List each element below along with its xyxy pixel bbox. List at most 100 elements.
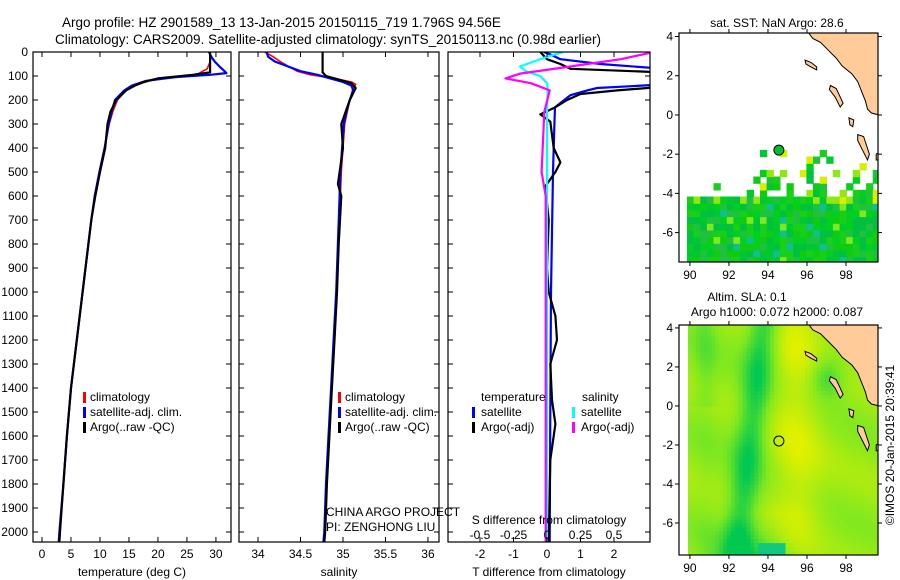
sla-cell bbox=[785, 476, 790, 481]
sla-cell bbox=[797, 370, 802, 376]
sla-cell bbox=[769, 456, 775, 462]
sla-cell bbox=[859, 495, 865, 501]
sla-cell bbox=[746, 366, 751, 372]
sla-cell bbox=[851, 523, 857, 528]
x-tick-label: 34.5 bbox=[289, 547, 313, 561]
sla-cell bbox=[773, 495, 779, 501]
sla-cell bbox=[723, 550, 728, 555]
sla-cell bbox=[785, 456, 790, 462]
sla-cell bbox=[711, 429, 716, 434]
sla-cell bbox=[711, 550, 716, 555]
sla-cell bbox=[867, 429, 872, 434]
sla-cell bbox=[855, 511, 861, 516]
sla-cell bbox=[844, 530, 849, 536]
sla-cell bbox=[695, 335, 701, 341]
sla-cell bbox=[840, 437, 845, 442]
sla-cell bbox=[844, 441, 849, 446]
sla-cell bbox=[715, 425, 720, 430]
sla-cell bbox=[875, 519, 878, 524]
sla-cell bbox=[769, 394, 775, 399]
sla-cell bbox=[844, 468, 849, 473]
sla-cell bbox=[793, 546, 798, 551]
sla-cell bbox=[734, 530, 740, 536]
y-tick-label: 900 bbox=[8, 261, 28, 275]
sla-cell bbox=[695, 327, 701, 333]
sla-cell bbox=[738, 386, 744, 391]
sla-cell bbox=[785, 413, 790, 419]
sla-cell bbox=[727, 325, 732, 329]
sla-cell bbox=[730, 452, 736, 458]
sla-cell bbox=[746, 402, 751, 407]
sla-cell bbox=[758, 448, 763, 454]
sla-cell bbox=[766, 507, 771, 512]
sla-cell bbox=[746, 507, 751, 512]
sst-cell bbox=[740, 209, 748, 218]
sla-cell bbox=[715, 320, 720, 325]
sla-cell bbox=[801, 327, 806, 333]
sla-cell bbox=[750, 339, 755, 345]
sla-cell bbox=[750, 511, 755, 516]
sla-cell bbox=[766, 534, 771, 540]
sst-map-title: sat. SST: NaN Argo: 28.6 bbox=[710, 16, 844, 30]
sla-cell bbox=[867, 530, 872, 536]
sla-cell bbox=[789, 378, 794, 384]
sla-cell bbox=[812, 491, 818, 497]
sla-cell bbox=[707, 413, 712, 419]
sla-cell bbox=[777, 523, 783, 528]
sla-cell bbox=[832, 359, 837, 364]
sla-cell bbox=[808, 495, 814, 501]
sla-cell bbox=[769, 441, 775, 446]
sla-cell bbox=[816, 491, 822, 497]
sla-cell bbox=[820, 386, 826, 391]
sla-cell bbox=[808, 382, 814, 387]
sla-cell bbox=[695, 421, 701, 427]
sla-cell bbox=[773, 460, 779, 466]
sla-cell bbox=[820, 519, 826, 524]
sla-cell bbox=[754, 476, 759, 481]
sla-cell bbox=[824, 382, 829, 387]
sla-cell bbox=[754, 382, 759, 387]
sst-cell bbox=[846, 243, 854, 251]
sla-cell bbox=[777, 526, 783, 532]
sla-cell bbox=[789, 472, 794, 477]
sla-cell bbox=[824, 351, 829, 356]
sla-cell bbox=[816, 507, 822, 512]
sla-cell bbox=[691, 530, 697, 536]
sla-cell bbox=[719, 417, 724, 423]
sla-cell bbox=[781, 331, 787, 337]
sla-cell bbox=[801, 347, 806, 352]
sla-cell bbox=[691, 355, 697, 360]
sla-cell bbox=[703, 409, 709, 415]
sla-cell bbox=[730, 530, 736, 536]
legend-header-temperature: temperature bbox=[481, 390, 546, 404]
sla-cell bbox=[840, 484, 845, 489]
sla-cell bbox=[773, 452, 779, 458]
sst-cell bbox=[852, 209, 861, 218]
sla-cell bbox=[875, 484, 878, 489]
sla-cell bbox=[863, 472, 869, 477]
sla-cell bbox=[719, 409, 724, 415]
sst-cell bbox=[839, 243, 847, 251]
sla-cell bbox=[855, 417, 861, 423]
sla-cell bbox=[777, 429, 783, 434]
sla-cell bbox=[750, 437, 755, 442]
sla-cell bbox=[851, 534, 857, 540]
sla-cell bbox=[781, 378, 787, 384]
sla-cell bbox=[707, 421, 712, 427]
sla-cell bbox=[758, 366, 763, 372]
sla-cell bbox=[824, 452, 829, 458]
sla-cell bbox=[766, 495, 771, 501]
sla-cell bbox=[781, 445, 787, 450]
sla-cell bbox=[805, 374, 810, 380]
sla-cell bbox=[871, 448, 876, 454]
sla-cell bbox=[836, 448, 841, 454]
sla-cell bbox=[785, 343, 790, 348]
s-tick-label: -0.25 bbox=[500, 528, 528, 542]
sla-cell bbox=[715, 491, 720, 497]
x-tick-label: 2 bbox=[611, 547, 618, 561]
sla-cell bbox=[719, 421, 724, 427]
sla-cell bbox=[801, 320, 806, 325]
sla-cell bbox=[699, 378, 705, 384]
sla-cell bbox=[730, 417, 736, 423]
